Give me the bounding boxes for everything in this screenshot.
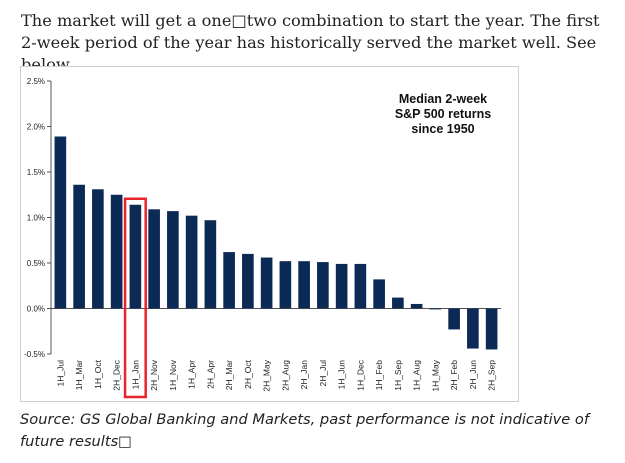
- x-tick-label: 1H_Jun: [337, 360, 347, 390]
- bar: [373, 279, 385, 309]
- bar: [429, 308, 442, 310]
- bar: [485, 308, 498, 350]
- x-tick-label: 1H_Feb: [374, 360, 384, 391]
- bar: [448, 308, 460, 330]
- x-tick-label: 2H_Jan: [299, 360, 309, 390]
- chart-title-line: since 1950: [411, 122, 474, 136]
- bar: [392, 297, 404, 309]
- x-tick-label: 2H_Mar: [224, 360, 234, 390]
- bar: [54, 136, 67, 309]
- x-tick-label: 2H_Apr: [205, 360, 215, 389]
- x-tick-label: 2H_Aug: [280, 360, 290, 391]
- x-tick-label: 2H_Sep: [487, 360, 497, 391]
- y-tick-label: 0.5%: [27, 259, 45, 268]
- x-tick-label: 2H_Feb: [449, 360, 459, 391]
- bar: [129, 204, 142, 309]
- bar: [148, 209, 160, 309]
- bar: [167, 211, 179, 309]
- x-tick-label: 2H_Nov: [149, 359, 159, 390]
- x-tick-label: 2H_Jun: [468, 360, 478, 390]
- chart-frame: Median 2-week S&P 500 returns since 1950 2…: [20, 66, 519, 402]
- bar: [223, 252, 235, 309]
- chart-title-line: Median 2-week: [399, 92, 487, 106]
- x-tick-label: 2H_May: [262, 359, 272, 391]
- bar: [354, 263, 367, 309]
- bar: [204, 220, 217, 309]
- y-tick-label: 2.0%: [27, 123, 45, 132]
- bars: [54, 136, 498, 350]
- highlight-box: [123, 197, 147, 399]
- x-tick-label: 1H_Oct: [93, 359, 103, 388]
- x-tick-label: 1H_Apr: [187, 360, 197, 389]
- source-text: Source: GS Global Banking and Markets, p…: [20, 411, 589, 450]
- y-tick-label: 0.0%: [27, 305, 45, 314]
- bar: [242, 253, 254, 309]
- x-tick-label: 2H_Oct: [243, 359, 253, 388]
- bar: [185, 215, 198, 309]
- highlight-box-group: [123, 197, 147, 399]
- x-tick-label: 1H_Jul: [55, 360, 65, 387]
- bar: [73, 184, 85, 309]
- x-tick-label: 1H_Jan: [130, 360, 140, 390]
- x-tick-label: 1H_Mar: [74, 360, 84, 390]
- x-axis-labels: 1H_Jul 1H_Mar 1H_Oct 2H_Dec 1H_Jan 2H_Nov 1H_N…: [55, 359, 496, 391]
- bar: [260, 257, 273, 309]
- y-tick-label: -0.5%: [24, 350, 45, 359]
- x-tick-label: 1H_Nov: [168, 359, 178, 390]
- x-tick-label: 1H_Sep: [393, 360, 403, 391]
- y-tick-label: 1.0%: [27, 214, 45, 223]
- bar: [92, 189, 104, 309]
- x-tick-label: 1H_May: [430, 359, 440, 391]
- x-tick-label: 1H_Dec: [355, 359, 365, 390]
- x-tick-label: 2H_Jul: [318, 360, 328, 387]
- y-tick-label: 1.5%: [27, 168, 45, 177]
- bar: [279, 261, 292, 309]
- x-tick-label: 1H_Aug: [412, 360, 422, 391]
- x-tick-label: 2H_Dec: [112, 359, 122, 390]
- bar: [317, 262, 329, 309]
- y-axis: 2.5% 2.0% 1.5% 1.0% 0.5% 0.0% -0.5%: [24, 77, 52, 359]
- bar: [110, 194, 123, 309]
- chart-title-line: S&P 500 returns: [395, 107, 491, 121]
- y-tick-label: 2.5%: [27, 77, 45, 86]
- bar: [410, 303, 423, 309]
- bar: [467, 308, 479, 349]
- bar: [335, 263, 348, 309]
- bar: [298, 261, 310, 309]
